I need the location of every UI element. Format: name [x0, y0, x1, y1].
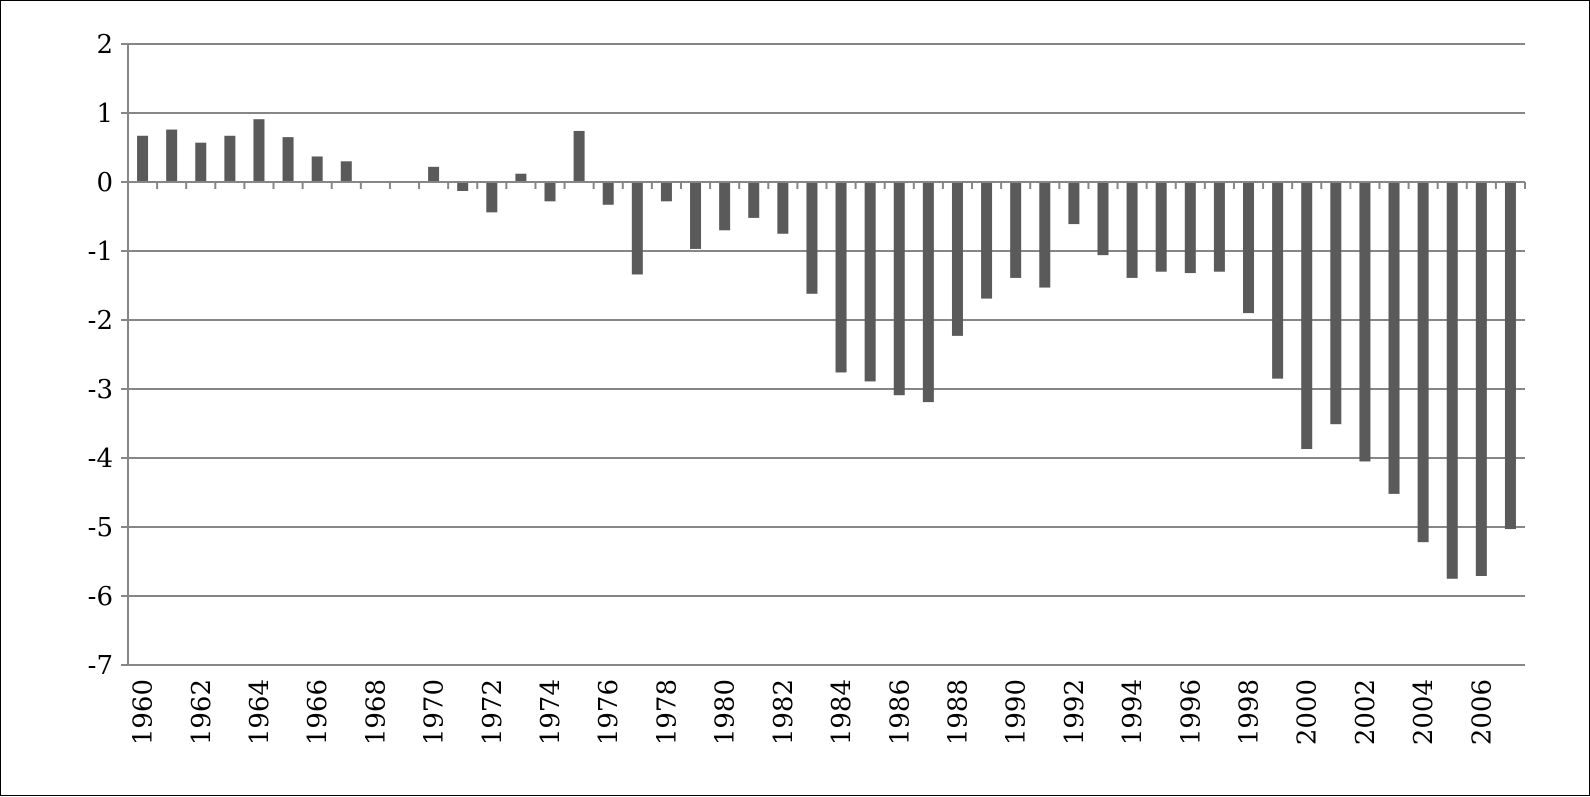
x-tick-label: 1994 [1118, 679, 1148, 745]
y-tick-label: -3 [88, 375, 113, 405]
y-tick-label: -2 [88, 306, 113, 336]
gridlines [128, 43, 1525, 666]
bar-1979 [690, 182, 702, 249]
bar-2007 [1504, 182, 1516, 530]
bar-1962 [195, 142, 207, 182]
bar-1972 [486, 182, 498, 213]
x-tick-label: 1978 [652, 679, 682, 745]
bar-1983 [806, 182, 818, 294]
bar-1993 [1097, 182, 1109, 256]
bar-1964 [253, 119, 265, 182]
x-tick-label: 1986 [885, 679, 915, 745]
bar-1995 [1155, 182, 1167, 272]
bar-1982 [777, 182, 789, 234]
bar-2002 [1359, 182, 1371, 462]
x-tick-label: 1976 [594, 679, 624, 745]
x-tick-label: 1984 [827, 679, 857, 745]
x-tick-label: 2002 [1351, 679, 1381, 745]
x-tick-label: 1990 [1002, 679, 1032, 745]
x-tick-label: 1974 [536, 679, 566, 745]
bar-1990 [1010, 182, 1022, 278]
bar-1999 [1272, 182, 1284, 379]
x-tick-label: 1964 [245, 679, 275, 745]
bar-1984 [835, 182, 847, 373]
y-tick-label: -5 [88, 513, 113, 543]
bar-1975 [573, 130, 585, 182]
bar-1971 [457, 182, 469, 191]
x-tick-label: 1988 [943, 679, 973, 745]
bar-1963 [224, 135, 236, 182]
bar-2000 [1301, 182, 1313, 450]
x-tick-label: 2006 [1467, 679, 1497, 745]
bar-2001 [1330, 182, 1342, 425]
x-tick-label: 2000 [1293, 679, 1323, 745]
bar-1998 [1243, 182, 1255, 314]
bar-1994 [1126, 182, 1138, 278]
bar-1986 [893, 182, 905, 396]
bar-1970 [428, 166, 440, 182]
y-tick-label: -7 [88, 651, 113, 681]
y-tick-label: 0 [96, 168, 113, 198]
y-tick-label: 2 [96, 30, 113, 60]
bar-2004 [1417, 182, 1429, 543]
x-tick-label: 1970 [420, 679, 450, 745]
bar-1988 [951, 182, 963, 336]
bar-1974 [544, 182, 556, 202]
bar-1989 [981, 182, 993, 299]
bar-1977 [631, 182, 643, 275]
bar-1967 [340, 161, 352, 182]
x-tick-label: 1968 [361, 679, 391, 745]
axes [121, 43, 1526, 666]
bar-1973 [515, 173, 527, 182]
x-tick-label: 1982 [769, 679, 799, 745]
y-tick-labels: 2 1 0 -1 -2 -3 -4 -5 -6 -7 [88, 30, 113, 681]
x-tick-label: 1960 [129, 679, 159, 745]
bar-1980 [719, 182, 731, 231]
x-tick-label: 1962 [187, 679, 217, 745]
y-tick-label: -1 [88, 237, 113, 267]
bar-1985 [864, 182, 876, 382]
x-tick-label: 2004 [1409, 679, 1439, 745]
bars [137, 119, 1516, 579]
bar-1992 [1068, 182, 1080, 225]
x-tick-labels: 1960 1962 1964 1966 1968 1970 1972 1974 1976 1978… [129, 679, 1498, 745]
x-tick-label: 1972 [478, 679, 508, 745]
x-tick-label: 1992 [1060, 679, 1090, 745]
bar-1978 [660, 182, 672, 202]
x-tick-label: 1980 [711, 679, 741, 745]
x-tick-label: 1998 [1235, 679, 1265, 745]
bar-2003 [1388, 182, 1400, 494]
x-tick-label: 1996 [1176, 679, 1206, 745]
bar-1981 [748, 182, 760, 218]
bar-1987 [922, 182, 934, 403]
y-tick-label: -4 [88, 444, 113, 474]
bar-1961 [166, 129, 178, 182]
x-tick-label: 1966 [303, 679, 333, 745]
bar-1965 [282, 137, 294, 182]
bar-1991 [1039, 182, 1051, 288]
bar-1966 [311, 156, 323, 182]
bar-1996 [1184, 182, 1196, 274]
y-tick-label: 1 [96, 99, 113, 129]
bar-2005 [1446, 182, 1458, 579]
bar-1997 [1213, 182, 1225, 272]
y-tick-label: -6 [88, 582, 113, 612]
bar-2006 [1475, 182, 1487, 576]
bar-1960 [137, 135, 149, 182]
bar-1976 [602, 182, 614, 205]
